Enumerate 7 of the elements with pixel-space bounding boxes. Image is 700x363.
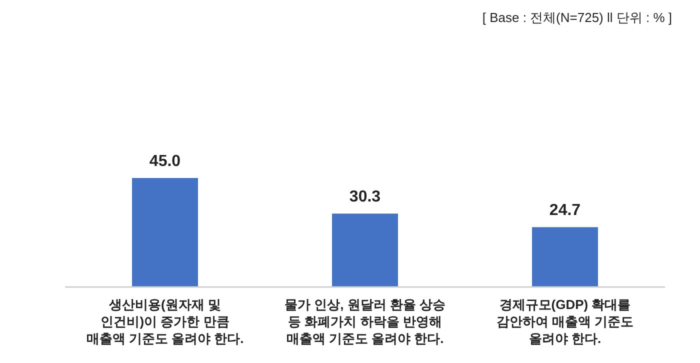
data-label: 45.0 [149,153,181,170]
x-tick-label: 생산비용(원자재 및 인건비)이 증가한 만큼 매출액 기준도 올려야 한다. [86,297,244,346]
data-label: 30.3 [349,188,381,206]
x-tick-label: 물가 인상, 원달러 환율 상승 등 화폐가치 하락을 반영해 매출액 기준도 올려야 한다. [284,297,446,346]
text: [ Base : 전체(N=725) ll 단위 : % ] [482,10,672,25]
x-tick-label: 경제규모(GDP) 확대를 감안하여 매출액 기준도 올려야 한다. [496,297,634,346]
data-label: 24.7 [549,202,581,220]
